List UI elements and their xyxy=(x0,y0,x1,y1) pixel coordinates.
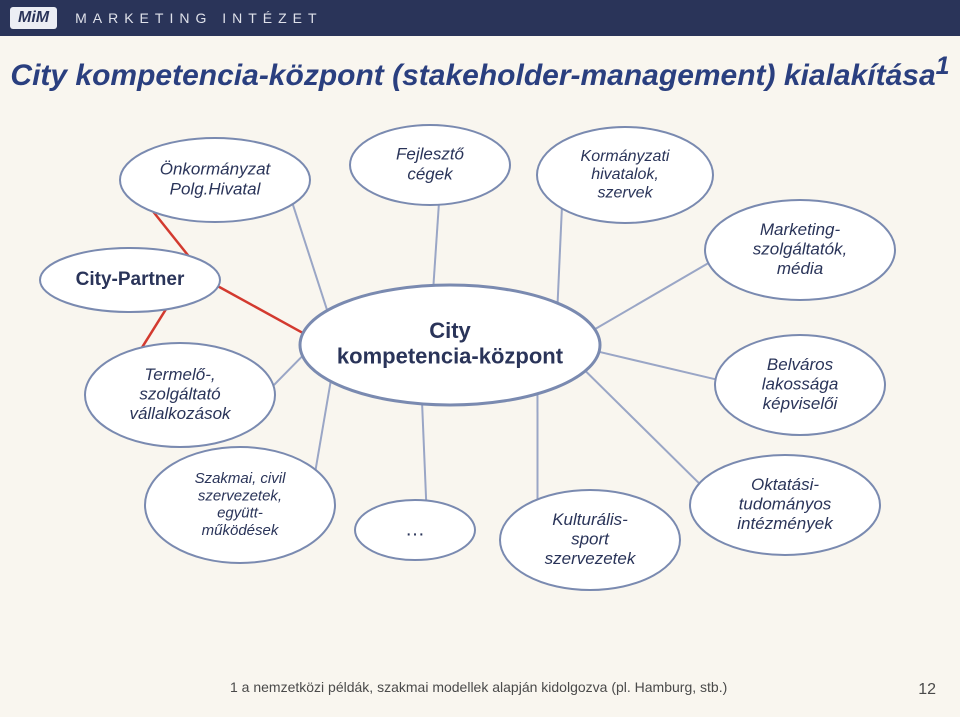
link-hub-termelo xyxy=(273,356,302,386)
node-label: képviselői xyxy=(763,394,839,413)
node-label: City-Partner xyxy=(76,269,185,290)
node-kulturalis: Kulturális-sportszervezetek xyxy=(500,490,680,590)
node-label: Oktatási- xyxy=(751,475,819,494)
link-hub-marketing xyxy=(595,263,709,329)
node-label: intézmények xyxy=(737,514,834,533)
node-marketing: Marketing-szolgáltatók,média xyxy=(705,200,895,300)
stakeholder-diagram: ÖnkormányzatPolg.Hivatal Fejlesztőcégek Ko… xyxy=(0,0,960,717)
node-label: Kormányzati xyxy=(581,148,670,165)
link-hub-szakmai xyxy=(316,381,331,469)
page-number: 12 xyxy=(918,681,936,699)
node-label: … xyxy=(405,518,425,540)
node-kormanyzati: Kormányzatihivatalok, szervek xyxy=(537,127,713,223)
node-label: sport xyxy=(571,529,610,548)
node-onkormanyzat: ÖnkormányzatPolg.Hivatal xyxy=(120,138,310,222)
node-label: Belváros xyxy=(767,355,834,374)
node-label: szervek xyxy=(597,185,653,202)
node-ellipsis: … xyxy=(355,500,475,560)
link-hub-fejleszto xyxy=(433,205,438,286)
node-label: Önkormányzat xyxy=(160,160,272,179)
node-label: média xyxy=(777,259,823,278)
red-link-city-partner-hub xyxy=(218,286,303,333)
footnote: 1 a nemzetközi példák, szakmai modellek … xyxy=(230,679,727,695)
node-label: szervezetek, xyxy=(198,487,282,504)
node-label: Szakmai, civil xyxy=(195,470,287,487)
node-label: szolgáltatók, xyxy=(753,239,848,258)
node-oktatasi: Oktatási-tudományosintézmények xyxy=(690,455,880,555)
node-label: Fejlesztő xyxy=(396,145,465,164)
link-hub-ellipsis xyxy=(422,404,426,501)
node-fejleszto: Fejlesztőcégek xyxy=(350,125,510,205)
node-label: hivatalok, xyxy=(591,166,659,183)
node-label: lakossága xyxy=(762,374,839,393)
node-label: Polg.Hivatal xyxy=(170,179,262,198)
node-hub: Citykompetencia-központ xyxy=(300,285,600,405)
node-label: szolgáltató xyxy=(139,384,220,403)
node-label: Termelő-, xyxy=(144,365,215,384)
node-label: Marketing- xyxy=(760,220,841,239)
node-label: City xyxy=(429,318,471,343)
node-label: tudományos xyxy=(739,494,832,513)
link-hub-belvaros xyxy=(599,352,716,380)
node-label: szervezetek xyxy=(545,549,637,568)
link-hub-oktatasi xyxy=(585,371,699,484)
node-label: Kulturális- xyxy=(552,510,628,529)
link-hub-kormanyzati xyxy=(558,208,562,303)
node-label: cégek xyxy=(407,164,454,183)
slide: MiM MARKETING INTÉZET City kompetencia-k… xyxy=(0,0,960,717)
node-szakmai: Szakmai, civilszervezetek,együtt-működés… xyxy=(145,447,335,563)
node-label: működések xyxy=(202,522,280,539)
node-label: vállalkozások xyxy=(129,404,232,423)
node-termelo: Termelő-,szolgáltatóvállalkozások xyxy=(85,343,275,447)
link-hub-onkormanyzat xyxy=(293,204,327,310)
node-label: kompetencia-központ xyxy=(337,343,564,368)
red-link-city-partner-termelo xyxy=(142,309,166,347)
node-belvaros: Belvároslakosságaképviselői xyxy=(715,335,885,435)
node-label: együtt- xyxy=(217,505,263,522)
node-city-partner: City-Partner xyxy=(40,248,220,312)
